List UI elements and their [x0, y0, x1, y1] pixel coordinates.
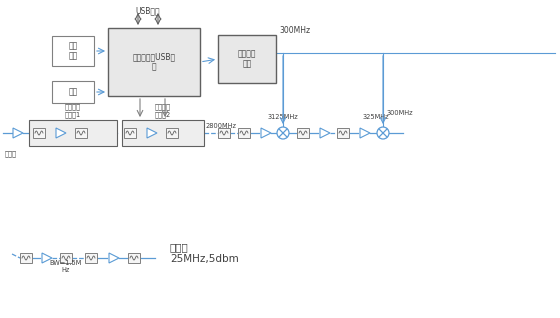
FancyBboxPatch shape — [33, 128, 45, 138]
FancyBboxPatch shape — [29, 120, 117, 146]
FancyBboxPatch shape — [218, 128, 230, 138]
Circle shape — [277, 127, 289, 139]
Text: USB接口: USB接口 — [136, 6, 160, 15]
Text: 自動增益
放大器2: 自動增益 放大器2 — [155, 104, 171, 118]
Text: 325MHz: 325MHz — [363, 114, 390, 120]
Polygon shape — [261, 128, 271, 138]
FancyBboxPatch shape — [122, 120, 204, 146]
FancyBboxPatch shape — [238, 128, 250, 138]
FancyBboxPatch shape — [297, 128, 309, 138]
Text: 2800MHz: 2800MHz — [206, 123, 237, 129]
FancyBboxPatch shape — [52, 36, 94, 66]
Text: 鎖相環及
參考: 鎖相環及 參考 — [238, 49, 256, 69]
FancyBboxPatch shape — [20, 253, 32, 263]
Polygon shape — [13, 128, 23, 138]
FancyBboxPatch shape — [128, 253, 140, 263]
Text: 中頻：
25MHz,5dbm: 中頻： 25MHz,5dbm — [170, 242, 239, 264]
Text: BW=1.5M
Hz: BW=1.5M Hz — [50, 260, 82, 273]
Polygon shape — [42, 253, 52, 263]
FancyBboxPatch shape — [218, 35, 276, 83]
FancyBboxPatch shape — [60, 253, 72, 263]
Text: 電壓
采集: 電壓 采集 — [68, 41, 78, 61]
FancyBboxPatch shape — [166, 128, 178, 138]
FancyBboxPatch shape — [108, 28, 200, 96]
Text: 低噪放: 低噪放 — [5, 150, 17, 156]
Polygon shape — [109, 253, 119, 263]
Polygon shape — [147, 128, 157, 138]
FancyBboxPatch shape — [85, 253, 97, 263]
Circle shape — [377, 127, 389, 139]
FancyBboxPatch shape — [75, 128, 87, 138]
Text: 300MHz: 300MHz — [387, 110, 414, 116]
FancyBboxPatch shape — [52, 81, 94, 103]
FancyBboxPatch shape — [124, 128, 136, 138]
Text: 檢波: 檢波 — [68, 87, 78, 96]
Polygon shape — [320, 128, 330, 138]
Text: 自動增益
放大器1: 自動增益 放大器1 — [65, 104, 81, 118]
Text: 控制單元及USB接
口: 控制單元及USB接 口 — [132, 52, 176, 72]
Text: 3125MHz: 3125MHz — [268, 114, 298, 120]
Polygon shape — [360, 128, 370, 138]
Text: 300MHz: 300MHz — [279, 26, 310, 35]
Polygon shape — [56, 128, 66, 138]
FancyBboxPatch shape — [337, 128, 349, 138]
